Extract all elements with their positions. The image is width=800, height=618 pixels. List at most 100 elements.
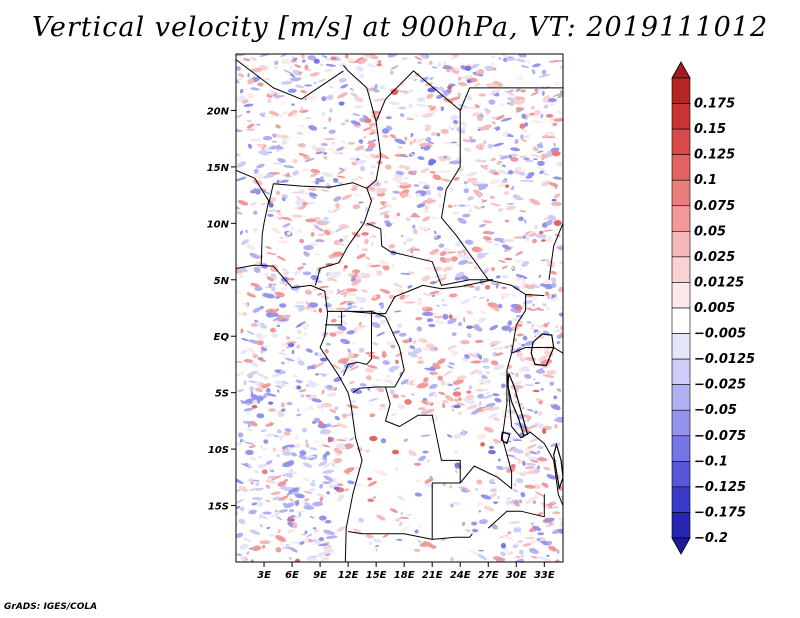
field-cell xyxy=(272,447,277,452)
field-cell xyxy=(350,92,358,98)
field-cell xyxy=(364,221,376,226)
field-cell xyxy=(348,57,355,63)
field-cell xyxy=(365,375,372,381)
field-cell xyxy=(513,169,520,175)
field-cell xyxy=(334,330,345,335)
field-cell xyxy=(268,282,273,288)
field-cell xyxy=(269,533,275,537)
field-cell xyxy=(236,211,243,215)
field-cell xyxy=(352,528,362,534)
colorbar-swatch xyxy=(671,333,691,360)
field-cell xyxy=(249,138,261,142)
lake-outline xyxy=(553,442,563,489)
field-cell xyxy=(431,66,438,69)
field-cell xyxy=(305,443,310,448)
field-cell xyxy=(325,296,329,300)
field-cell xyxy=(351,184,358,188)
field-cell xyxy=(483,236,492,241)
field-cell xyxy=(283,270,290,275)
field-cell xyxy=(439,86,445,91)
field-cell xyxy=(268,202,274,208)
field-cell xyxy=(465,529,471,532)
field-cell xyxy=(313,58,320,64)
field-cell xyxy=(483,268,489,274)
field-cell xyxy=(362,126,373,132)
field-cell xyxy=(321,456,328,461)
field-cell xyxy=(443,370,453,376)
field-cell xyxy=(520,65,530,69)
field-cell xyxy=(367,364,378,369)
field-cell xyxy=(242,537,252,543)
field-cell xyxy=(265,460,273,465)
field-cell xyxy=(314,540,321,546)
field-cell xyxy=(478,354,483,360)
colorbar-swatch xyxy=(671,435,691,462)
field-cell xyxy=(552,176,563,180)
field-cell xyxy=(480,442,485,447)
field-cell xyxy=(515,372,519,378)
field-cell xyxy=(295,289,300,294)
field-cell xyxy=(469,63,480,69)
field-cell xyxy=(287,460,295,466)
field-cell xyxy=(452,211,460,215)
field-cell xyxy=(237,388,244,393)
field-cell xyxy=(535,233,547,239)
field-cell xyxy=(324,57,332,61)
field-cell xyxy=(305,557,318,561)
field-cell xyxy=(294,64,302,68)
field-cell xyxy=(322,289,335,295)
field-cell xyxy=(364,118,372,124)
field-cell xyxy=(292,374,298,378)
field-cell xyxy=(294,304,305,308)
field-cell xyxy=(255,395,264,402)
field-cell xyxy=(269,327,277,333)
field-cell xyxy=(531,69,536,75)
field-cell xyxy=(443,273,448,278)
field-cell xyxy=(544,236,553,243)
field-cell xyxy=(533,378,536,381)
field-cell xyxy=(264,272,269,277)
field-cell xyxy=(314,239,324,242)
field-cell xyxy=(268,401,274,405)
field-cell xyxy=(556,388,562,392)
field-cell xyxy=(349,87,354,91)
field-cell xyxy=(457,217,467,224)
field-cell xyxy=(245,449,254,455)
field-cell xyxy=(404,165,411,171)
field-cell xyxy=(274,60,279,65)
field-cell xyxy=(413,229,418,235)
field-cell xyxy=(466,171,478,177)
field-cell xyxy=(277,481,287,487)
field-cell xyxy=(407,89,414,93)
field-cell xyxy=(530,153,542,158)
field-cell xyxy=(423,377,429,383)
field-cell xyxy=(263,344,270,348)
field-cell xyxy=(323,229,331,236)
field-cell xyxy=(304,84,313,87)
field-cell xyxy=(307,187,317,192)
field-cell xyxy=(467,196,474,201)
field-cell xyxy=(515,274,528,279)
field-cell xyxy=(423,184,430,187)
field-cell xyxy=(552,511,561,515)
field-cell xyxy=(321,531,330,536)
field-cell xyxy=(247,373,253,379)
field-cell xyxy=(533,158,538,160)
field-cell xyxy=(520,472,527,476)
field-cell xyxy=(362,54,373,58)
field-cell xyxy=(477,553,487,560)
field-cell xyxy=(261,447,268,450)
field-cell xyxy=(358,139,364,144)
field-cell xyxy=(291,214,303,218)
field-cell xyxy=(427,104,434,109)
field-cell xyxy=(410,153,415,156)
field-cell xyxy=(261,544,266,549)
field-cell xyxy=(535,369,546,374)
field-cell xyxy=(500,103,505,107)
field-cell xyxy=(442,482,446,487)
field-cell xyxy=(453,332,457,336)
field-cell xyxy=(480,124,492,131)
field-cell xyxy=(493,501,498,504)
field-cell xyxy=(250,202,257,206)
